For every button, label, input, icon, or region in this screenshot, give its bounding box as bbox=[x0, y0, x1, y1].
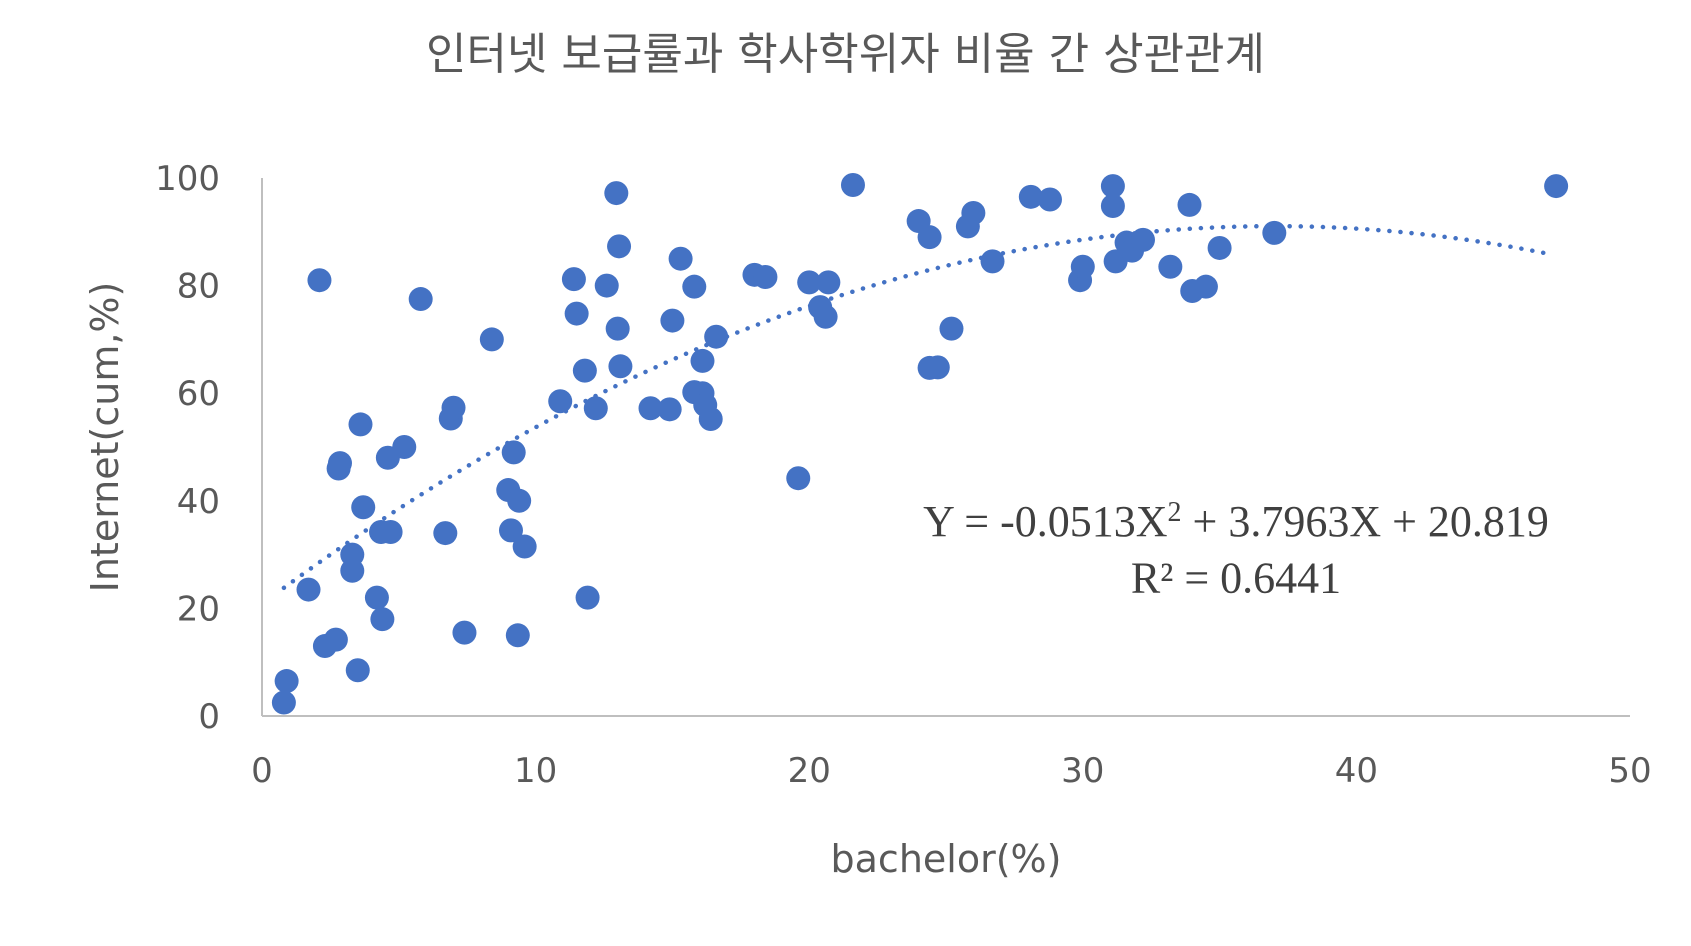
data-point bbox=[1037, 187, 1062, 212]
data-point bbox=[348, 412, 373, 437]
y-tick-label: 60 bbox=[177, 374, 220, 414]
x-tick-label: 50 bbox=[1608, 751, 1651, 791]
data-point bbox=[690, 348, 715, 373]
data-point bbox=[583, 396, 608, 421]
data-point bbox=[433, 521, 458, 546]
data-point bbox=[561, 267, 586, 292]
y-axis-label: Internet(cum,%) bbox=[83, 282, 127, 593]
x-tick-label: 40 bbox=[1335, 751, 1378, 791]
data-point bbox=[370, 607, 395, 632]
data-point bbox=[753, 264, 778, 289]
x-axis-label: bachelor(%) bbox=[831, 837, 1062, 881]
data-point bbox=[1130, 227, 1155, 252]
r-squared-label: R² = 0.6441 bbox=[1131, 553, 1341, 602]
data-point bbox=[501, 440, 526, 465]
data-point bbox=[917, 225, 942, 250]
data-point bbox=[271, 690, 296, 715]
data-point bbox=[925, 355, 950, 380]
data-point bbox=[572, 358, 597, 383]
y-tick-label: 20 bbox=[177, 589, 220, 629]
data-point bbox=[498, 518, 523, 543]
x-tick-label: 30 bbox=[1061, 751, 1104, 791]
data-point bbox=[1207, 235, 1232, 260]
x-tick-label: 0 bbox=[251, 751, 273, 791]
data-point bbox=[1100, 174, 1125, 199]
data-point bbox=[786, 466, 811, 491]
data-point bbox=[638, 396, 663, 421]
data-point bbox=[564, 301, 589, 326]
data-point bbox=[939, 316, 964, 341]
data-point bbox=[340, 558, 365, 583]
data-point bbox=[274, 669, 299, 694]
data-point bbox=[604, 181, 629, 206]
data-point bbox=[364, 585, 389, 610]
trendline-equation: Y = -0.0513X2 + 3.7963X + 20.819 bbox=[923, 496, 1549, 546]
data-point bbox=[575, 585, 600, 610]
data-point bbox=[392, 435, 417, 459]
data-point bbox=[605, 316, 630, 341]
data-point bbox=[1070, 254, 1095, 279]
data-point bbox=[1544, 174, 1569, 199]
data-point bbox=[479, 327, 504, 352]
data-point bbox=[608, 354, 633, 379]
chart-title: 인터넷 보급률과 학사학위자 비율 간 상관관계 bbox=[425, 29, 1266, 80]
data-point bbox=[512, 534, 537, 559]
data-point bbox=[507, 488, 532, 513]
data-point bbox=[378, 520, 403, 545]
y-tick-label: 80 bbox=[177, 267, 220, 307]
data-point bbox=[682, 274, 707, 299]
data-point bbox=[797, 270, 822, 295]
data-point bbox=[668, 246, 693, 271]
y-tick-label: 40 bbox=[177, 482, 220, 522]
data-point bbox=[813, 304, 838, 329]
data-point bbox=[307, 268, 332, 293]
data-point bbox=[704, 324, 729, 349]
data-point bbox=[296, 577, 321, 602]
data-point bbox=[452, 620, 477, 645]
data-point bbox=[698, 407, 723, 432]
data-point bbox=[980, 249, 1005, 274]
data-point bbox=[1158, 254, 1183, 279]
data-point bbox=[327, 451, 352, 476]
data-point bbox=[607, 234, 632, 259]
data-point bbox=[505, 623, 530, 648]
data-point bbox=[345, 658, 370, 683]
data-point bbox=[660, 308, 685, 333]
data-point bbox=[323, 627, 348, 652]
data-point bbox=[351, 495, 376, 520]
x-tick-label: 10 bbox=[514, 751, 557, 791]
data-point bbox=[961, 200, 986, 225]
x-tick-label: 20 bbox=[788, 751, 831, 791]
data-point bbox=[840, 172, 865, 197]
data-point bbox=[816, 270, 841, 295]
data-point bbox=[1018, 184, 1043, 209]
data-point bbox=[1193, 274, 1218, 299]
data-point bbox=[1177, 192, 1202, 217]
y-tick-label: 100 bbox=[155, 159, 220, 199]
data-point bbox=[657, 397, 682, 422]
data-point bbox=[441, 395, 466, 420]
data-point bbox=[1100, 193, 1125, 218]
data-point bbox=[594, 273, 619, 298]
data-point bbox=[408, 287, 433, 312]
data-point bbox=[1262, 220, 1287, 245]
y-tick-label: 0 bbox=[198, 697, 220, 737]
data-point bbox=[548, 389, 573, 414]
